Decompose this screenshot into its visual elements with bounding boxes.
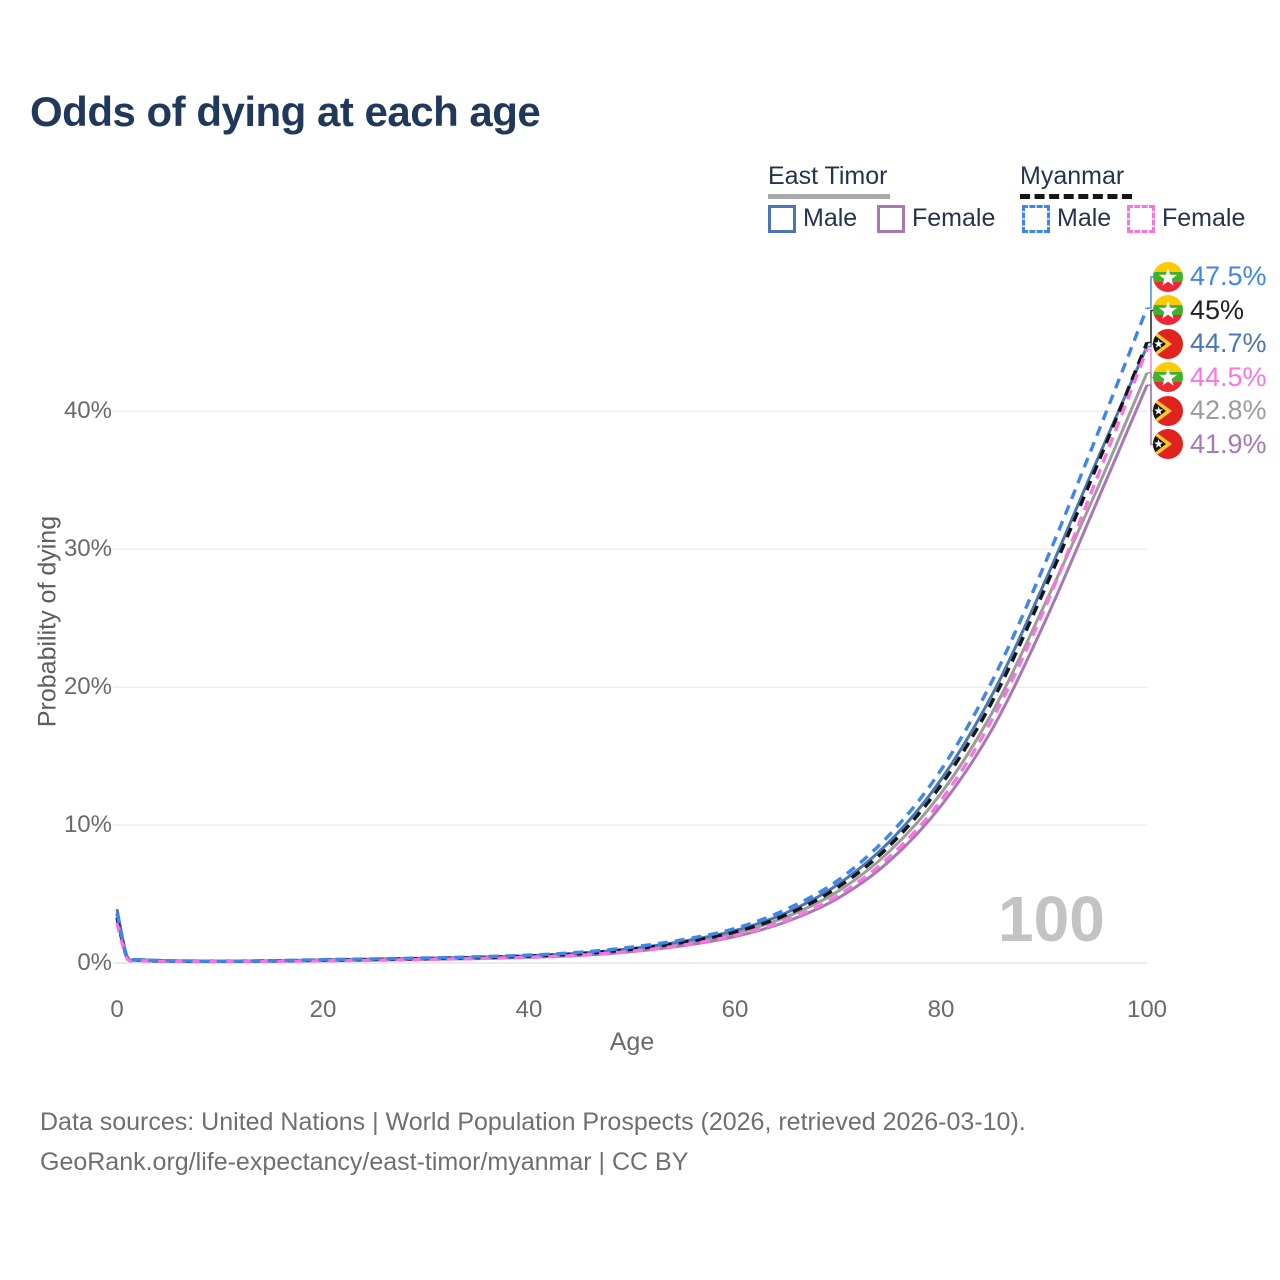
series-line-east-timor-male[interactable]	[115, 345, 1149, 963]
series-line-myanmar-female[interactable]	[115, 348, 1149, 964]
legend-item-myanmar-female[interactable]: Female	[1127, 204, 1245, 233]
legend-country-myanmar: Myanmar	[1020, 162, 1125, 190]
east-timor-flag-icon	[1153, 395, 1183, 426]
myanmar-flag-icon	[1153, 362, 1183, 392]
east-timor-male-swatch-icon	[768, 204, 796, 233]
myanmar-female-swatch-icon	[1127, 204, 1155, 233]
end-label-east-timor-both-sexes: 42.8%	[1153, 395, 1267, 426]
x-tick-label: 100	[1126, 996, 1168, 1023]
x-tick-label: 80	[927, 996, 955, 1023]
x-tick-label: 60	[721, 996, 749, 1023]
end-value: 44.7%	[1190, 328, 1267, 358]
age-counter-watermark: 100	[998, 883, 1105, 955]
legend-item-east-timor-female[interactable]: Female	[877, 204, 995, 233]
series-line-myanmar-male[interactable]	[115, 307, 1149, 963]
y-tick-label: 0%	[77, 949, 112, 976]
legend-label: Female	[1162, 204, 1246, 232]
end-label-myanmar-female: 44.5%	[1153, 362, 1267, 393]
y-tick-label: 10%	[63, 811, 112, 839]
east-timor-female-swatch-icon	[877, 204, 905, 233]
end-label-east-timor-male: 44.7%	[1153, 328, 1267, 359]
legend-group-myanmar: Myanmar	[1020, 162, 1132, 199]
east-timor-flag-icon	[1153, 328, 1183, 359]
x-tick-label: 0	[110, 996, 124, 1023]
attribution-text: GeoRank.org/life-expectancy/east-timor/m…	[40, 1148, 689, 1176]
x-tick-label: 40	[515, 996, 543, 1023]
x-tick-label: 20	[309, 996, 337, 1023]
data-source-text: Data sources: United Nations | World Pop…	[40, 1108, 1026, 1136]
legend-label: Male	[803, 204, 858, 232]
end-value: 47.5%	[1190, 261, 1267, 291]
legend-item-myanmar-male[interactable]: Male	[1022, 204, 1111, 233]
y-tick-label: 40%	[63, 397, 112, 425]
y-tick-label: 30%	[63, 535, 112, 563]
myanmar-line-sample	[1020, 194, 1132, 199]
legend-country-east-timor: East Timor	[768, 162, 888, 190]
east-timor-flag-icon	[1153, 429, 1183, 459]
series-line-east-timor-female[interactable]	[115, 384, 1149, 964]
legend-label: Female	[912, 204, 996, 232]
end-value: 42.8%	[1190, 395, 1267, 425]
end-label-myanmar-both-sexes: 45%	[1153, 295, 1244, 326]
myanmar-male-swatch-icon	[1022, 204, 1050, 233]
legend-group-east-timor: East Timor	[768, 162, 890, 199]
end-value: 44.5%	[1190, 361, 1267, 392]
myanmar-flag-icon	[1153, 261, 1183, 292]
end-label-myanmar-male: 47.5%	[1153, 261, 1267, 292]
series-line-myanmar-both-sexes[interactable]	[115, 341, 1149, 964]
x-axis-title: Age	[609, 1028, 655, 1056]
series-line-east-timor-both-sexes[interactable]	[115, 372, 1149, 963]
y-axis-title: Probability of dying	[33, 515, 62, 728]
end-value: 41.9%	[1190, 428, 1267, 459]
page-title: Odds of dying at each age	[30, 88, 541, 135]
east-timor-line-sample	[768, 194, 890, 199]
legend-label: Male	[1057, 204, 1112, 232]
legend-item-east-timor-male[interactable]: Male	[768, 204, 857, 233]
end-value: 45%	[1190, 294, 1245, 325]
y-tick-label: 20%	[63, 673, 112, 701]
end-label-east-timor-female: 41.9%	[1153, 429, 1267, 460]
myanmar-flag-icon	[1153, 295, 1183, 325]
